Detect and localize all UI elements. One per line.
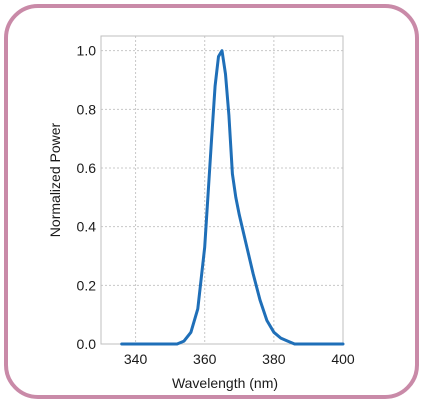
y-tick-labels: 0.0 0.2 0.4 0.6 0.8 1.0 xyxy=(77,43,97,352)
y-tick-label: 0.4 xyxy=(77,219,97,235)
series-layer xyxy=(120,49,345,346)
plot-border-rect xyxy=(100,35,344,345)
x-tick-label: 360 xyxy=(193,351,217,367)
plot-border xyxy=(100,35,344,345)
x-tick-label: 380 xyxy=(262,351,286,367)
y-tick-label: 1.0 xyxy=(77,43,97,59)
x-tick-label: 340 xyxy=(124,351,148,367)
y-tick-label: 0.2 xyxy=(77,277,97,293)
x-axis-label: Wavelength (nm) xyxy=(172,375,278,391)
x-tick-label: 400 xyxy=(331,351,355,367)
y-tick-label: 0.0 xyxy=(77,336,97,352)
y-tick-label: 0.6 xyxy=(77,160,97,176)
y-tick-label: 0.8 xyxy=(77,101,97,117)
series-line xyxy=(120,49,345,346)
y-axis-label: Normalized Power xyxy=(47,122,63,237)
plot-area xyxy=(101,36,343,344)
x-tick-labels: 340 360 380 400 xyxy=(124,351,355,367)
